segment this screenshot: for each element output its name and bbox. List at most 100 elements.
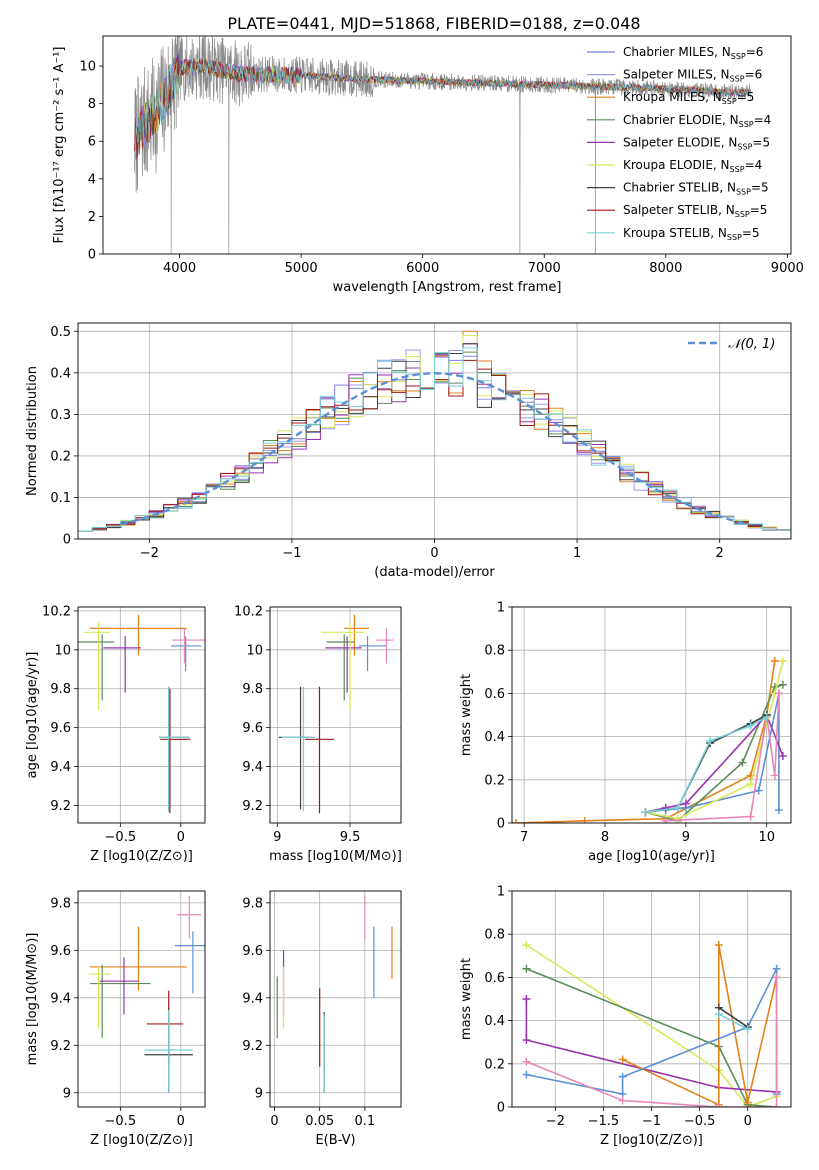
y-tick-label: 1: [497, 601, 505, 616]
legend-nssp-prefix: , N: [722, 113, 739, 127]
legend-model: Salpeter ELODIE: [623, 135, 721, 149]
y-tick-label: 0.5: [50, 325, 71, 340]
y-tick-label: 9: [63, 1086, 71, 1101]
weight-marker: [770, 657, 779, 665]
legend-nssp-eq: =: [752, 135, 762, 149]
axes-border: [77, 606, 206, 824]
y-tick-label: 0.2: [484, 1057, 505, 1072]
errorbar-point-3: [103, 636, 141, 693]
x-tick-label: 4000: [163, 261, 196, 276]
errorbar-point-5: [172, 628, 205, 664]
errorbar-point-6: [159, 686, 190, 812]
y-tick-label: 9.4: [242, 991, 263, 1006]
axes-frame: −0.5 0 9.2 9.4 9.6 9.8 10 10.2 Z [log10(Z/Z⊙)] ag…: [25, 604, 206, 864]
weight-marker: [522, 941, 531, 949]
x-tick-label: 9000: [771, 261, 804, 276]
axes-border: [77, 890, 206, 1108]
legend-model: Salpeter STELIB: [623, 203, 718, 217]
weight-marker: [743, 1098, 752, 1107]
y-tick-label: 8: [88, 97, 96, 112]
y-tick-label: 0.2: [484, 773, 505, 788]
y-tick-label: 9.8: [50, 896, 71, 911]
errorbar-point-5: [376, 628, 394, 664]
weight-marker: [618, 1096, 627, 1105]
legend-nssp-prefix: , N: [713, 158, 730, 172]
x-tick-label: 0.05: [305, 1114, 334, 1129]
y-axis-label: mass [log10(M/M⊙)]: [25, 933, 40, 1066]
weight-series-2: [525, 999, 777, 1093]
weight-marker: [522, 1057, 531, 1066]
axes-frame: 0 0.05 0.1 9 9.2 9.4 9.6 9.8 E(B-V): [242, 890, 402, 1148]
errorbar-point-0: [171, 636, 202, 672]
x-axis-label: Z [log10(Z/Z⊙)]: [600, 1133, 703, 1148]
x-tick-label: −2: [546, 1114, 565, 1129]
x-tick-label: −0.5: [105, 1114, 137, 1129]
weight-marker: [661, 803, 670, 812]
x-axis-label: (data-model)/error: [374, 565, 495, 580]
x-tick-label: 0: [744, 1114, 752, 1129]
legend-nssp-prefix: , N: [719, 181, 736, 195]
weight-marker: [706, 736, 715, 745]
x-tick-label: 8: [601, 830, 609, 845]
y-tick-label: 10.2: [42, 604, 71, 619]
panel-age-vs-Z: −0.5 0 9.2 9.4 9.6 9.8 10 10.2 Z [log10(Z/Z⊙)] ag…: [25, 604, 206, 864]
residuals-legend: 𝒩(0, 1): [688, 337, 775, 352]
plot-area: [78, 614, 205, 814]
x-axis-label: E(B-V): [315, 1133, 355, 1148]
panel-residuals: −2 −1 0 1 2 0 0.1 0.2 0.3 0.4 0.5 (data-model)/erro…: [25, 322, 792, 580]
y-tick-label: 0.8: [484, 928, 505, 943]
weight-series-6: [718, 1006, 749, 1028]
weight-marker: [641, 808, 650, 817]
errorbar-point-4: [320, 622, 365, 711]
legend-nssp-prefix: , N: [710, 226, 727, 240]
errorbar-point-0: [358, 636, 387, 672]
errorbar-point-3: [99, 957, 139, 1015]
weight-series-7: [718, 1013, 749, 1030]
y-tick-label: 0.2: [50, 449, 71, 464]
errorbar-point-2: [78, 634, 115, 701]
x-tick-label: 5000: [285, 261, 318, 276]
y-axis-label: mass weight: [459, 958, 474, 1040]
weight-series-5: [665, 693, 780, 822]
legend-nssp-prefix: , N: [713, 68, 730, 82]
y-tick-label: 10: [79, 60, 96, 75]
y-tick-label: 9: [255, 1086, 263, 1101]
weight-marker: [778, 680, 787, 689]
weight-marker: [770, 771, 779, 780]
weight-marker: [673, 814, 682, 823]
x-tick-label: −1.5: [588, 1114, 620, 1129]
legend-nssp-sub: SSP: [737, 142, 752, 151]
weight-marker: [746, 812, 755, 821]
weight-marker: [738, 758, 747, 767]
plot-area: [276, 895, 393, 1093]
legend-label: Chabrier STELIB, NSSP=5: [623, 181, 769, 197]
axes-border: [102, 35, 792, 255]
legend-nssp-sub: SSP: [736, 188, 751, 197]
axes-frame: 4000 5000 6000 7000 8000 9000 0 2 4 6 8 10 wavelengt…: [52, 35, 804, 295]
x-tick-label: −1: [282, 546, 301, 561]
weight-marker: [714, 1010, 723, 1019]
weight-marker: [522, 964, 531, 973]
errorbar-point-6: [278, 686, 313, 810]
legend-nssp-value: 5: [747, 90, 755, 104]
errorbar-point-3: [325, 636, 362, 693]
gaussian-legend-label: 𝒩(0, 1): [728, 337, 775, 352]
plot-area: [512, 657, 787, 823]
plot-area: [278, 614, 394, 814]
legend-nssp-value: 4: [755, 158, 763, 172]
legend-model: Kroupa ELODIE: [623, 158, 713, 172]
y-tick-label: 0: [497, 817, 505, 832]
legend-nssp-sub: SSP: [730, 75, 745, 84]
panel-mass-vs-ebv: 0 0.05 0.1 9 9.2 9.4 9.6 9.8 E(B-V): [242, 890, 402, 1148]
y-axis-label: age [log10(age/yr)]: [25, 652, 40, 779]
legend-nssp-sub: SSP: [727, 233, 742, 242]
y-tick-label: 10.2: [234, 604, 263, 619]
y-tick-label: 0: [497, 1101, 505, 1116]
y-tick-label: 9.8: [242, 682, 263, 697]
y-axis-label: mass weight: [459, 674, 474, 756]
legend-nssp-sub: SSP: [735, 210, 750, 219]
errorbar-point-1: [90, 926, 187, 991]
y-tick-label: 9.8: [50, 682, 71, 697]
weight-marker: [618, 1055, 627, 1064]
errorbar-point-1: [344, 614, 369, 656]
